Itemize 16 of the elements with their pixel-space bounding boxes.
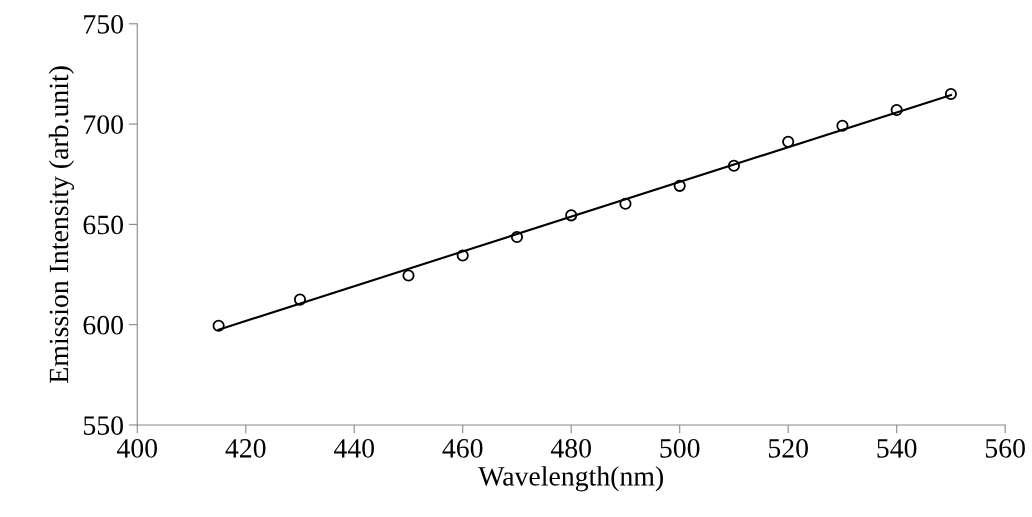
y-axis-title: Emission Intensity (arb.unit) xyxy=(48,66,75,383)
x-axis-title: Wavelength(nm) xyxy=(478,466,663,492)
y-tick-label: 700 xyxy=(84,115,123,134)
x-tick-label: 460 xyxy=(442,438,483,458)
x-tick-label: 440 xyxy=(333,438,375,458)
x-tick-label: 420 xyxy=(225,438,266,458)
x-tick-label: 540 xyxy=(877,438,917,458)
x-tick-label: 520 xyxy=(768,438,808,458)
x-tick-label: 480 xyxy=(550,438,591,458)
x-tick-label: 500 xyxy=(660,438,700,458)
x-tick-label: 560 xyxy=(985,438,1025,458)
x-tick-label: 400 xyxy=(116,438,158,458)
y-tick-label: 650 xyxy=(83,215,123,235)
y-tick-label: 550 xyxy=(84,416,123,435)
y-tick-label: 600 xyxy=(83,315,123,335)
y-tick-label: 750 xyxy=(84,14,123,34)
